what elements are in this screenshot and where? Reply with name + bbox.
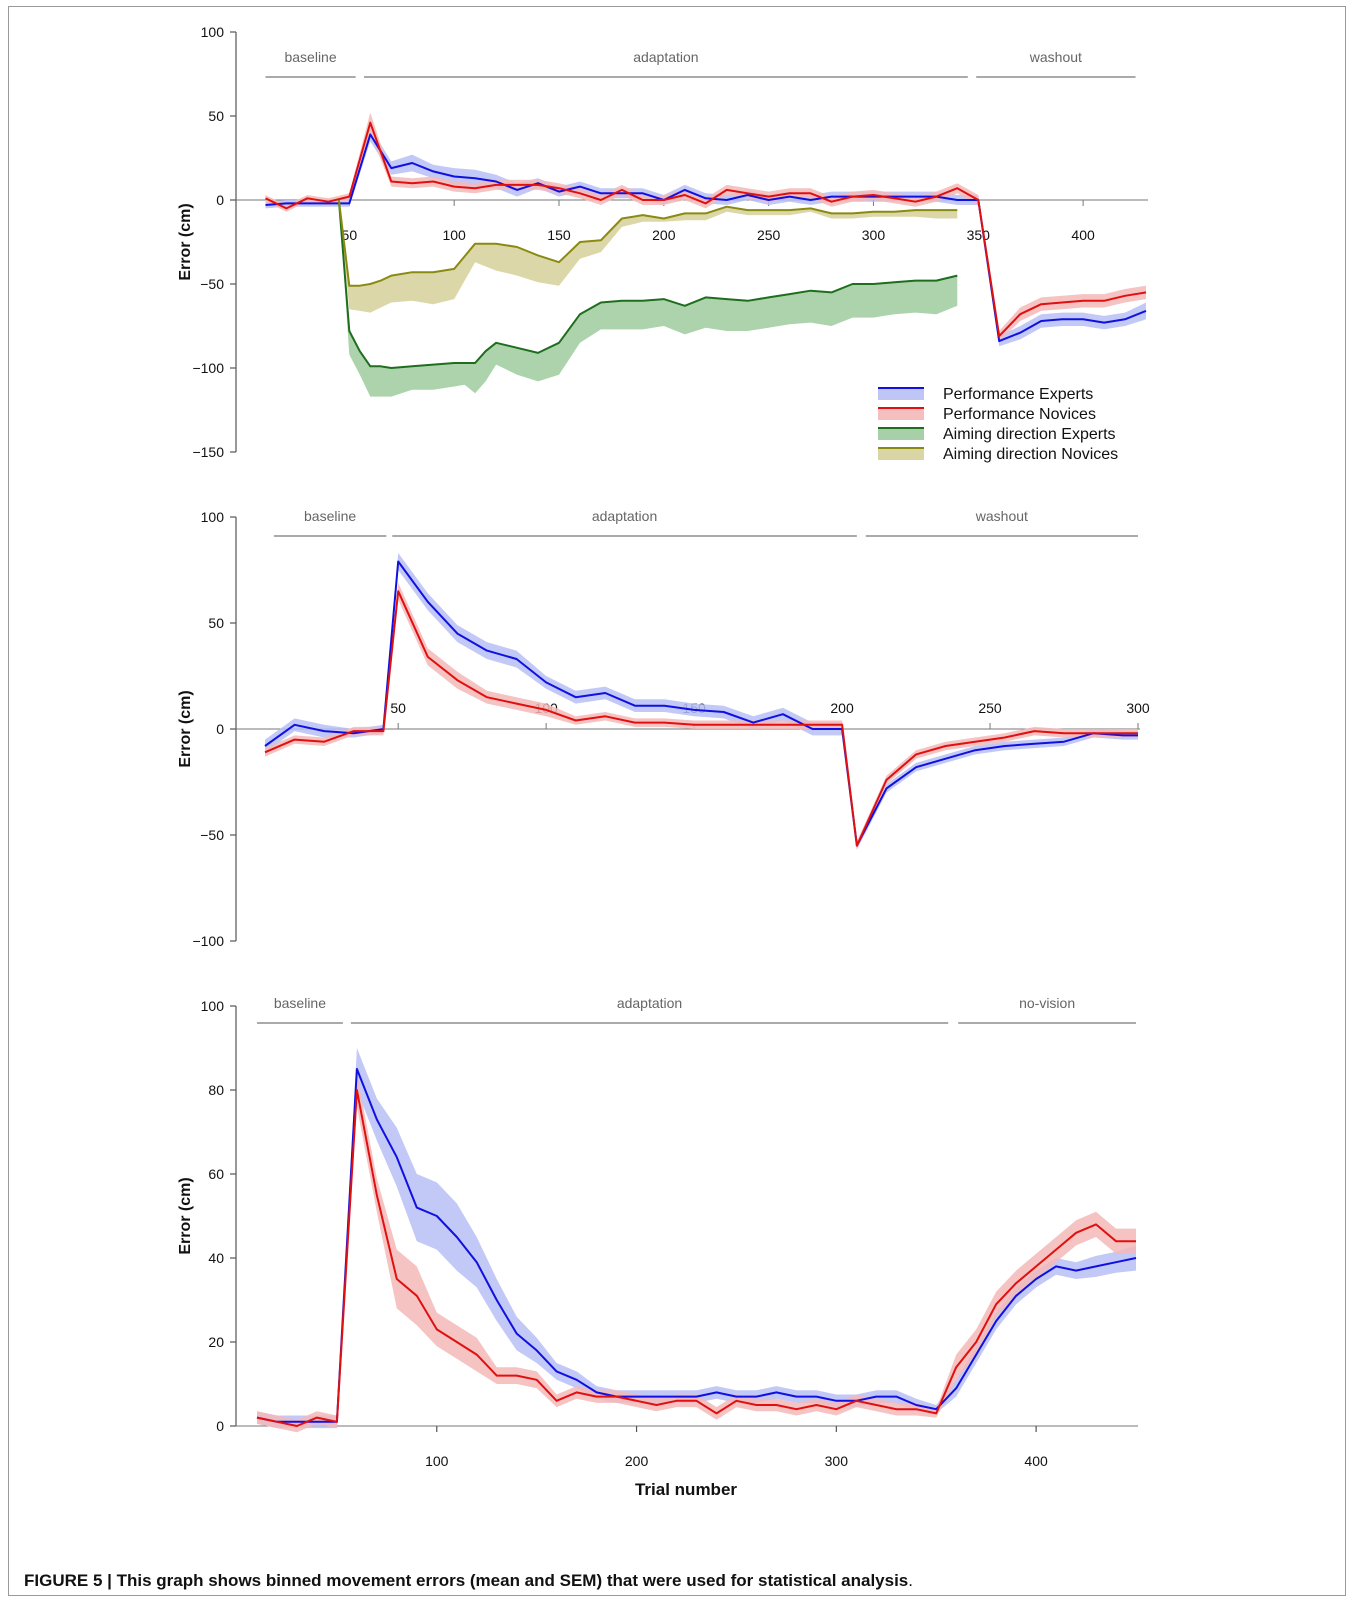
series-band [338, 200, 958, 313]
legend-swatch-band [878, 428, 924, 440]
series-band [257, 1048, 1136, 1429]
legend-entry: Aiming direction Experts [943, 426, 1116, 443]
legend-entry: Performance Novices [943, 406, 1096, 423]
x-tick-label: 100 [425, 1453, 449, 1469]
legend: Performance Experts Performance Novices Ai… [878, 386, 1118, 463]
y-tick-label: 40 [208, 1250, 224, 1266]
phase-label: no-vision [1019, 995, 1075, 1011]
y-tick-label: 100 [201, 509, 225, 525]
series-line [337, 199, 958, 369]
y-tick-label: 20 [208, 1334, 224, 1350]
x-tick-label: 300 [1126, 700, 1150, 716]
x-tick-label: 400 [1071, 227, 1095, 243]
x-tick-label: 300 [825, 1453, 849, 1469]
phase-label: baseline [284, 49, 336, 65]
x-tick-label: 400 [1024, 1453, 1048, 1469]
phase-label: adaptation [633, 49, 698, 65]
series-line [337, 199, 958, 287]
caption-end: . [908, 1571, 913, 1590]
y-tick-label: 0 [216, 192, 224, 208]
x-tick-label: 350 [967, 227, 991, 243]
y-tick-label: 80 [208, 1082, 224, 1098]
x-tick-label: 300 [862, 227, 886, 243]
y-tick-label: −50 [200, 827, 224, 843]
y-tick-label: 100 [201, 24, 225, 40]
series-line [264, 590, 1138, 847]
series-line [256, 1068, 1137, 1423]
y-axis-label: Error (cm) [177, 203, 194, 280]
x-tick-label: 250 [757, 227, 781, 243]
x-tick-label: 250 [978, 700, 1002, 716]
legend-swatch-band [878, 408, 924, 420]
y-tick-label: 50 [208, 108, 224, 124]
figure-frame [8, 6, 1346, 1596]
legend-swatch-band [878, 448, 924, 460]
y-tick-label: 100 [201, 998, 225, 1014]
x-tick-label: 100 [442, 227, 466, 243]
series-line [264, 560, 1138, 847]
y-axis-label: Error (cm) [177, 1177, 194, 1254]
y-axis-label: Error (cm) [177, 690, 194, 767]
y-tick-label: −50 [200, 276, 224, 292]
x-tick-label: 200 [652, 227, 676, 243]
phase-label: adaptation [617, 995, 682, 1011]
x-tick-label: 200 [830, 700, 854, 716]
series-line [265, 133, 1147, 343]
y-tick-label: −100 [192, 360, 224, 376]
series-line [265, 121, 1147, 338]
phase-label: washout [1029, 49, 1082, 65]
x-tick-label: 50 [342, 227, 358, 243]
y-tick-label: 60 [208, 1166, 224, 1182]
series-line [256, 1089, 1136, 1427]
x-axis-label: Trial number [635, 1480, 737, 1499]
x-tick-label: 50 [390, 700, 406, 716]
phase-label: baseline [274, 995, 326, 1011]
x-tick-label: 150 [547, 227, 571, 243]
phase-label: washout [975, 508, 1028, 524]
series-band [338, 200, 958, 397]
y-tick-label: −150 [192, 444, 224, 460]
caption-label: FIGURE 5 | This graph shows binned movem… [24, 1571, 909, 1590]
legend-entry: Performance Experts [943, 386, 1093, 403]
legend-entry: Aiming direction Novices [943, 446, 1118, 463]
y-tick-label: −100 [192, 933, 224, 949]
series-band [257, 1073, 1136, 1433]
phase-label: adaptation [592, 508, 657, 524]
x-tick-label: 200 [625, 1453, 649, 1469]
panel-top: 100 50 0 −50 −100 −150 Error (cm) 50 100 150 200 25… [177, 24, 1148, 460]
y-tick-label: 50 [208, 615, 224, 631]
phase-label: baseline [304, 508, 356, 524]
y-tick-label: 0 [216, 1418, 224, 1434]
legend-swatch-band [878, 388, 924, 400]
figure-caption: FIGURE 5 | This graph shows binned movem… [24, 1571, 913, 1591]
y-tick-label: 0 [216, 721, 224, 737]
